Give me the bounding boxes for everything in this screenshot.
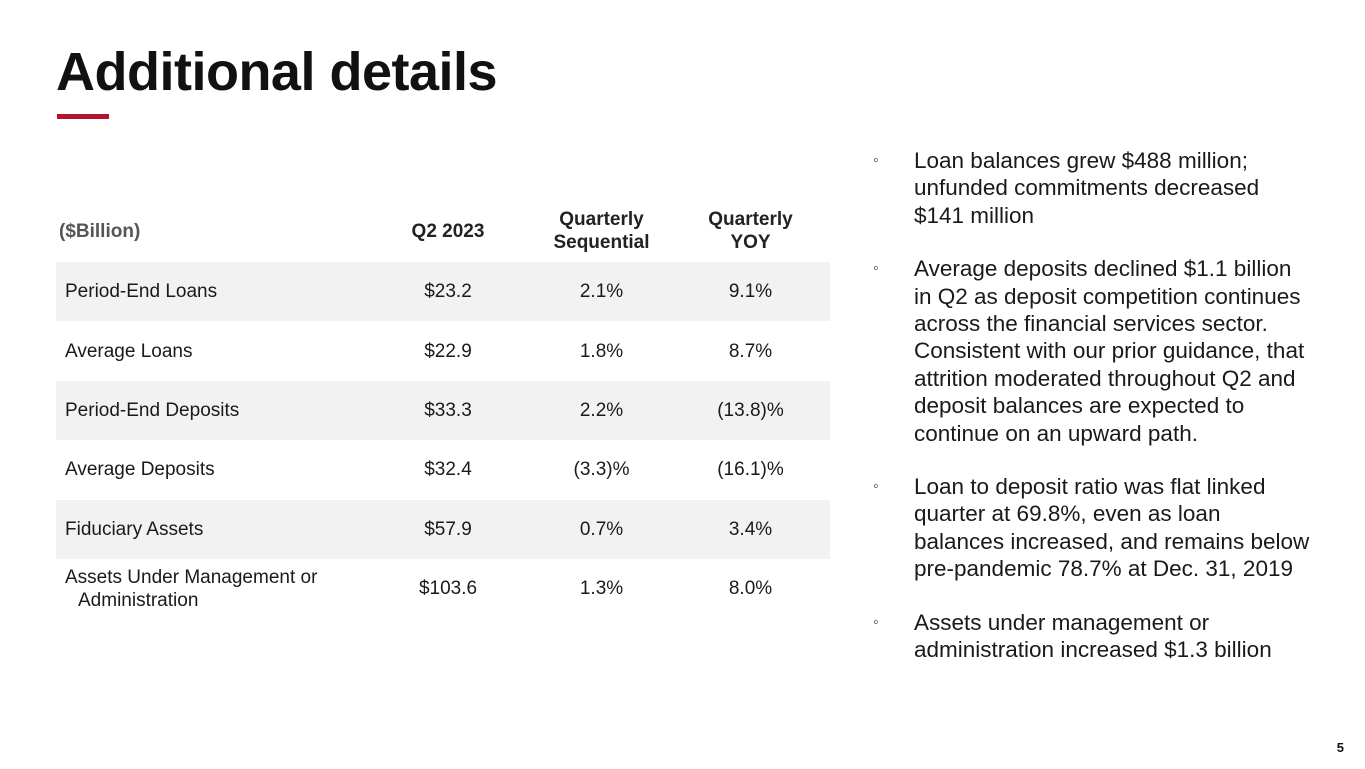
commentary-bullets: ◦ Loan balances grew $488 million; unfun… xyxy=(872,147,1312,690)
table-row: Assets Under Management or Administratio… xyxy=(56,559,830,618)
sequential-value: 1.3% xyxy=(579,578,624,600)
bullet-icon: ◦ xyxy=(873,478,879,496)
slide-title: Additional details xyxy=(56,42,498,102)
row-label: Assets Under Management or Administratio… xyxy=(56,559,364,618)
yoy-value: 9.1% xyxy=(671,262,830,322)
sequential-value: 0.7% xyxy=(532,499,671,559)
bullet-icon: ◦ xyxy=(873,613,879,631)
row-label: Fiduciary Assets xyxy=(56,499,364,559)
row-label: Average Loans xyxy=(65,340,193,362)
bullet-item: ◦ Assets under management or administrat… xyxy=(872,609,1312,664)
yoy-value: (13.8)% xyxy=(671,380,830,441)
table-row: Period-End Loans $23.2 2.1% 9.1% xyxy=(56,262,830,322)
q2-value: $22.9 xyxy=(424,340,472,362)
yoy-value: 3.4% xyxy=(671,499,830,559)
sequential-value: (3.3)% xyxy=(573,459,630,481)
bullet-item: ◦ Loan balances grew $488 million; unfun… xyxy=(872,147,1312,229)
yoy-value: 8.0% xyxy=(728,578,773,600)
bullet-text: Average deposits declined $1.1 billion i… xyxy=(914,256,1305,446)
page-number: 5 xyxy=(1336,740,1344,755)
bullet-item: ◦ Loan to deposit ratio was flat linked … xyxy=(872,473,1312,583)
q2-2023-header: Q2 2023 xyxy=(411,220,485,242)
yoy-value: (16.1)% xyxy=(717,459,784,481)
bullet-text: Loan to deposit ratio was flat linked qu… xyxy=(914,474,1310,582)
sequential-value: 1.8% xyxy=(579,340,624,362)
header-line: Sequential xyxy=(553,232,650,253)
table-row: Period-End Deposits $33.3 2.2% (13.8)% xyxy=(56,380,830,441)
header-line: Quarterly xyxy=(559,209,644,230)
q2-value: $23.2 xyxy=(364,262,532,322)
units-header: ($Billion) xyxy=(59,220,141,242)
table-row: Average Deposits $32.4 (3.3)% (16.1)% xyxy=(56,440,830,499)
q2-value: $103.6 xyxy=(418,578,478,600)
metrics-table: ($Billion) Q2 2023 Quarterly Sequential … xyxy=(56,200,830,618)
bullet-item: ◦ Average deposits declined $1.1 billion… xyxy=(872,255,1312,447)
quarterly-yoy-header: Quarterly YOY xyxy=(671,200,830,262)
header-line: YOY xyxy=(730,232,771,253)
q2-value: $57.9 xyxy=(364,499,532,559)
bullet-icon: ◦ xyxy=(873,260,879,278)
q2-value: $33.3 xyxy=(364,380,532,441)
bullet-icon: ◦ xyxy=(873,152,879,169)
quarterly-sequential-header: Quarterly Sequential xyxy=(532,200,671,262)
row-label: Period-End Loans xyxy=(56,262,364,322)
row-label: Average Deposits xyxy=(65,459,215,481)
bullet-text: Loan balances grew $488 million; unfunde… xyxy=(914,148,1260,228)
yoy-value: 8.7% xyxy=(728,340,773,362)
table-row: Average Loans $22.9 1.8% 8.7% xyxy=(56,321,830,380)
table-row: Fiduciary Assets $57.9 0.7% 3.4% xyxy=(56,499,830,559)
header-line: Quarterly xyxy=(708,209,793,230)
title-accent-bar xyxy=(57,114,109,119)
bullet-text: Assets under management or administratio… xyxy=(914,609,1272,663)
row-label: Period-End Deposits xyxy=(56,380,364,441)
q2-value: $32.4 xyxy=(424,459,472,481)
sequential-value: 2.2% xyxy=(532,380,671,441)
table-header-row: ($Billion) Q2 2023 Quarterly Sequential … xyxy=(56,200,830,262)
sequential-value: 2.1% xyxy=(532,262,671,322)
row-label-line: Administration xyxy=(78,589,199,611)
row-label-line: Assets Under Management or xyxy=(65,566,318,588)
